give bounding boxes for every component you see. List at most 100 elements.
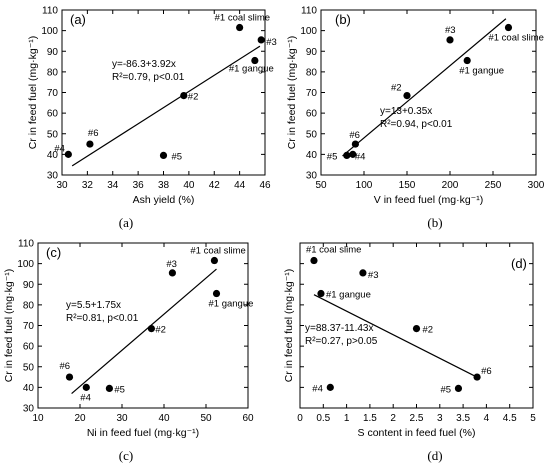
panel-label: (c) <box>46 245 61 260</box>
x-tick-label: 5 <box>530 413 536 424</box>
x-tick-label: 40 <box>183 180 195 191</box>
x-axis: 0 0.5 1 1.5 2 2.5 3 3.5 4 4.5 5 <box>297 243 536 424</box>
x-tick-label: 4.5 <box>503 413 517 424</box>
y-tick-label: 40 <box>306 150 318 161</box>
point-label: #5 <box>440 384 451 395</box>
data-point <box>210 256 218 265</box>
data-point <box>473 373 481 381</box>
point-label: #1 gangue <box>326 290 371 301</box>
panel-label: (d) <box>511 256 527 271</box>
x-tick-label: 46 <box>259 180 271 191</box>
data-point <box>251 56 259 65</box>
fit-annotation: y=-86.3+3.92x <box>112 59 176 70</box>
y-axis-title: Cr in feed fuel (mg·kg⁻¹) <box>27 36 39 150</box>
point-label: #2 <box>391 83 402 94</box>
caption-c: (c) <box>118 448 134 463</box>
point-label: #1 gangue <box>209 299 254 310</box>
x-tick-label: 300 <box>528 180 545 191</box>
fit-annotation: y=13+0.35x <box>380 106 432 117</box>
y-tick-label: 100 <box>300 26 317 37</box>
fit-annotation: R²=0.27, p>0.05 <box>305 336 378 347</box>
fit-line <box>313 294 478 378</box>
data-point <box>82 383 90 391</box>
data-point <box>180 91 188 100</box>
y-tick-label: 70 <box>23 321 35 332</box>
caption-a: (a) <box>118 215 134 230</box>
x-tick-label: 36 <box>133 180 145 191</box>
point-label: #5 <box>114 384 125 395</box>
x-tick-label: 150 <box>399 180 416 191</box>
x-tick-label: 50 <box>315 180 327 191</box>
y-tick-label: 80 <box>306 67 318 78</box>
point-label: #3 <box>166 259 177 270</box>
x-tick-label: 4 <box>484 413 490 424</box>
x-tick-label: 200 <box>442 180 459 191</box>
x-axis: 30 32 34 36 38 40 42 44 46 <box>56 10 271 191</box>
panel-a: 30 32 34 36 38 40 42 44 46 30 40 50 60 70 80 90 100 110 As… <box>0 0 277 233</box>
x-tick-label: 3.5 <box>456 413 470 424</box>
point-label: #2 <box>155 325 166 336</box>
y-tick-label: 110 <box>301 6 317 17</box>
data-point <box>349 150 357 158</box>
data-point <box>351 140 359 148</box>
x-tick-label: 3 <box>437 413 443 424</box>
x-tick-label: 1 <box>344 413 350 424</box>
data-point <box>105 384 113 393</box>
point-label: #6 <box>88 128 99 139</box>
x-tick-label: 100 <box>356 180 373 191</box>
y-tick-label: 30 <box>47 171 59 182</box>
x-tick-label: 0.5 <box>316 413 330 424</box>
point-label: #3 <box>368 270 379 281</box>
point-label: #3 <box>445 25 456 36</box>
panel-label: (a) <box>70 12 86 27</box>
point-label: #2 <box>423 325 434 336</box>
point-label: #6 <box>60 361 71 372</box>
y-tick-label: 40 <box>47 150 59 161</box>
x-tick-label: 30 <box>56 180 68 191</box>
y-tick-label: 100 <box>17 259 34 270</box>
point-label: #1 coal slime <box>488 33 543 44</box>
x-axis-title: S content in feed fuel (%) <box>358 427 476 439</box>
point-label: #4 <box>312 383 323 394</box>
y-tick-label: 30 <box>23 404 35 415</box>
x-tick-label: 42 <box>209 180 221 191</box>
fit-annotation: R²=0.79, p<0.01 <box>112 72 185 83</box>
x-tick-label: 30 <box>116 413 128 424</box>
point-label: #4 <box>355 151 366 162</box>
y-axis: 30 40 50 60 70 80 90 100 110 <box>300 6 536 182</box>
data-point <box>446 36 454 44</box>
data-point <box>65 373 74 381</box>
x-tick-label: 2 <box>390 413 396 424</box>
data-point <box>159 151 168 160</box>
caption-d: (d) <box>427 448 443 463</box>
y-tick-label: 30 <box>306 171 318 182</box>
x-axis-title: Ni in feed fuel (mg·kg⁻¹) <box>87 427 199 439</box>
point-label: #6 <box>349 130 360 141</box>
x-tick-label: 34 <box>107 180 119 191</box>
y-tick-label: 40 <box>23 383 35 394</box>
x-tick-label: 1.5 <box>363 413 377 424</box>
y-tick-label: 90 <box>306 47 318 58</box>
x-tick-label: 38 <box>158 180 170 191</box>
point-label: #6 <box>481 366 492 377</box>
y-tick-label: 70 <box>306 88 318 99</box>
x-tick-label: 32 <box>82 180 94 191</box>
fit-line <box>71 268 217 395</box>
y-tick-label: 60 <box>47 109 59 120</box>
point-label: #1 gangue <box>459 66 504 77</box>
point-label: #1 coal slime <box>215 13 270 24</box>
fit-line <box>71 45 261 167</box>
data-point <box>504 23 513 32</box>
caption-b: (b) <box>427 215 443 230</box>
y-tick-label: 90 <box>23 280 35 291</box>
x-tick-label: 2.5 <box>410 413 424 424</box>
y-tick-label: 50 <box>306 129 318 140</box>
data-point <box>212 289 221 298</box>
chart-b: 50 100 150 200 250 300 30 40 50 60 70 80 90 100 110 V i… <box>286 6 545 207</box>
point-label: #5 <box>327 151 338 162</box>
plot-frame <box>37 242 249 409</box>
fit-line <box>342 18 507 157</box>
y-axis: 30 40 50 60 70 80 90 100 110 <box>41 6 265 182</box>
y-axis-title: Cr in feed fuel (mg·kg⁻¹) <box>286 36 298 150</box>
x-tick-label: 20 <box>74 413 86 424</box>
